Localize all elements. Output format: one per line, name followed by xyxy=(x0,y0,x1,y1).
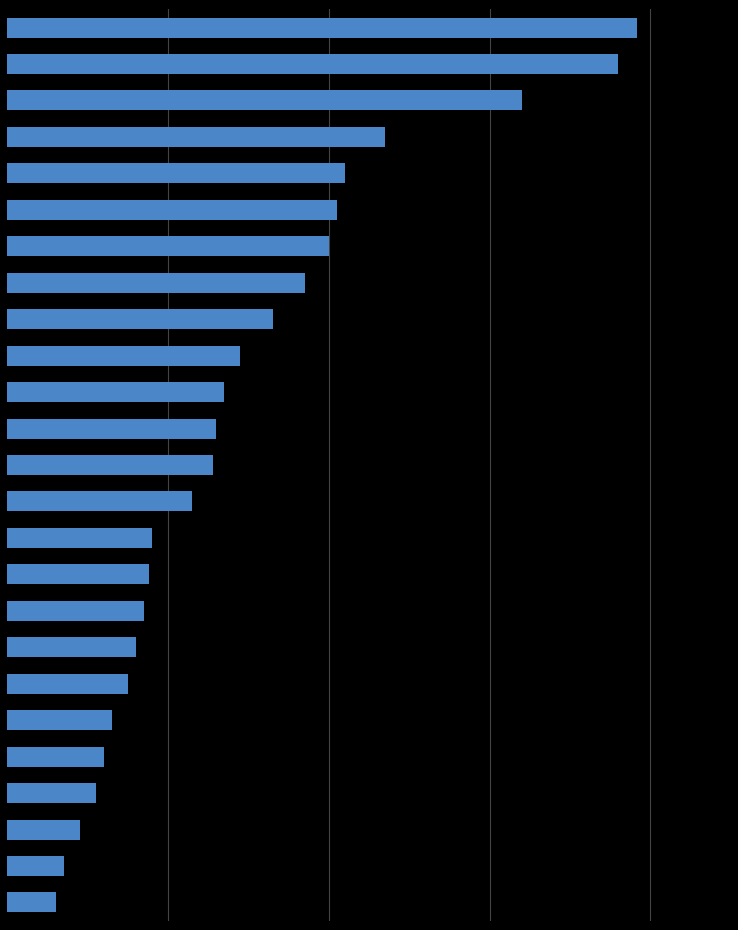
Bar xyxy=(7,673,128,694)
Bar xyxy=(7,164,345,183)
Bar xyxy=(7,856,63,876)
Bar xyxy=(7,18,638,37)
Bar xyxy=(7,747,104,766)
Bar xyxy=(7,711,112,730)
Bar xyxy=(7,455,213,475)
Bar xyxy=(7,126,385,147)
Bar xyxy=(7,309,272,329)
Bar xyxy=(7,893,55,912)
Bar xyxy=(7,200,337,219)
Bar xyxy=(7,528,152,548)
Bar xyxy=(7,54,618,74)
Bar xyxy=(7,783,96,804)
Bar xyxy=(7,346,241,365)
Bar xyxy=(7,601,144,621)
Bar xyxy=(7,418,216,439)
Bar xyxy=(7,382,224,402)
Bar xyxy=(7,491,192,512)
Bar xyxy=(7,637,136,658)
Bar xyxy=(7,565,149,584)
Bar xyxy=(7,272,305,293)
Bar xyxy=(7,90,522,111)
Bar xyxy=(7,236,329,257)
Bar xyxy=(7,819,80,840)
